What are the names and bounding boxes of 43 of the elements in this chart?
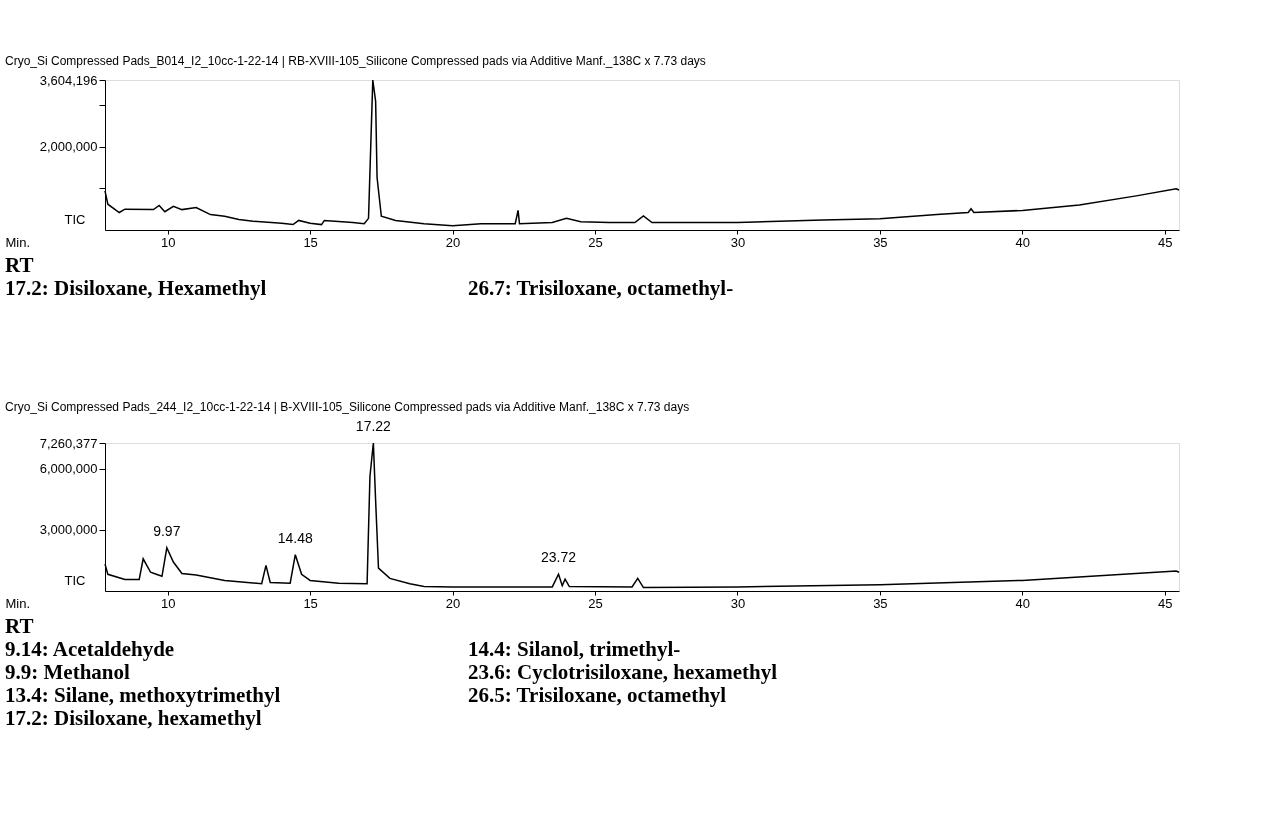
y-axis-title: TIC	[64, 211, 86, 227]
chart-title: Cryo_Si Compressed Pads_244_I2_10cc-1-22-14 | B-XVIII-105_Silicone Compressed pads via Additive Manf._138C x 7.73 days	[5, 400, 690, 414]
x-tick-label: 15	[303, 234, 318, 250]
x-tick-label: 25	[588, 595, 603, 611]
x-tick-label: 40	[1015, 595, 1031, 611]
line-series	[104, 442, 1180, 589]
x-tick-label: 45	[1158, 234, 1173, 250]
text: 13.4: Silane, methoxytrimethyl	[5, 683, 281, 707]
x-tick-label: 40	[1015, 234, 1031, 250]
x-tick-label: 45	[1158, 595, 1173, 611]
y-tick-label: 3,604,196	[39, 72, 98, 88]
y-tick-label: 7,260,377	[39, 435, 98, 451]
annotation: 23.72	[541, 549, 577, 566]
y-tick-label: 3,000,000	[39, 522, 98, 538]
y-tick-label: 6,000,000	[39, 461, 98, 477]
x-tick-label: 30	[730, 234, 746, 250]
x-tick-label: 25	[588, 234, 603, 250]
x-tick-label: 10	[160, 595, 176, 611]
x-axis-title: Min.	[5, 234, 31, 250]
x-axis-title: Min.	[5, 595, 31, 611]
x-tick-label: 10	[160, 234, 176, 250]
annotation: 14.48	[277, 529, 314, 546]
x-tick-label: 35	[873, 595, 888, 611]
text: 9.9: Methanol	[5, 660, 130, 684]
text: 14.4: Silanol, trimethyl-	[468, 637, 681, 661]
annotation: 17.22	[355, 418, 392, 434]
text: 23.6: Cyclotrisiloxane, hexamethyl	[468, 660, 778, 684]
text: 17.2: Disiloxane, hexamethyl	[5, 706, 262, 730]
y-tick-label: 2,000,000	[39, 139, 98, 155]
x-tick-label: 20	[445, 595, 461, 611]
x-tick-label: 30	[730, 595, 746, 611]
text: RT	[5, 253, 34, 277]
chart-title: Cryo_Si Compressed Pads_B014_I2_10cc-1-22-14 | RB-XVIII-105_Silicone Compressed pads via Additive Manf._138C x 7.73 days	[5, 54, 706, 68]
x-tick-label: 15	[303, 595, 318, 611]
x-tick-label: 20	[445, 234, 461, 250]
text: 26.7: Trisiloxane, octamethyl-	[468, 276, 734, 300]
y-axis-title: TIC	[64, 572, 86, 588]
text: 26.5: Trisiloxane, octamethyl	[468, 683, 727, 707]
text: 17.2: Disiloxane, Hexamethyl	[5, 276, 267, 300]
annotation: 9.97	[153, 522, 181, 539]
x-tick-label: 35	[873, 234, 888, 250]
text: 9.14: Acetaldehyde	[5, 637, 175, 661]
text: RT	[5, 614, 34, 638]
